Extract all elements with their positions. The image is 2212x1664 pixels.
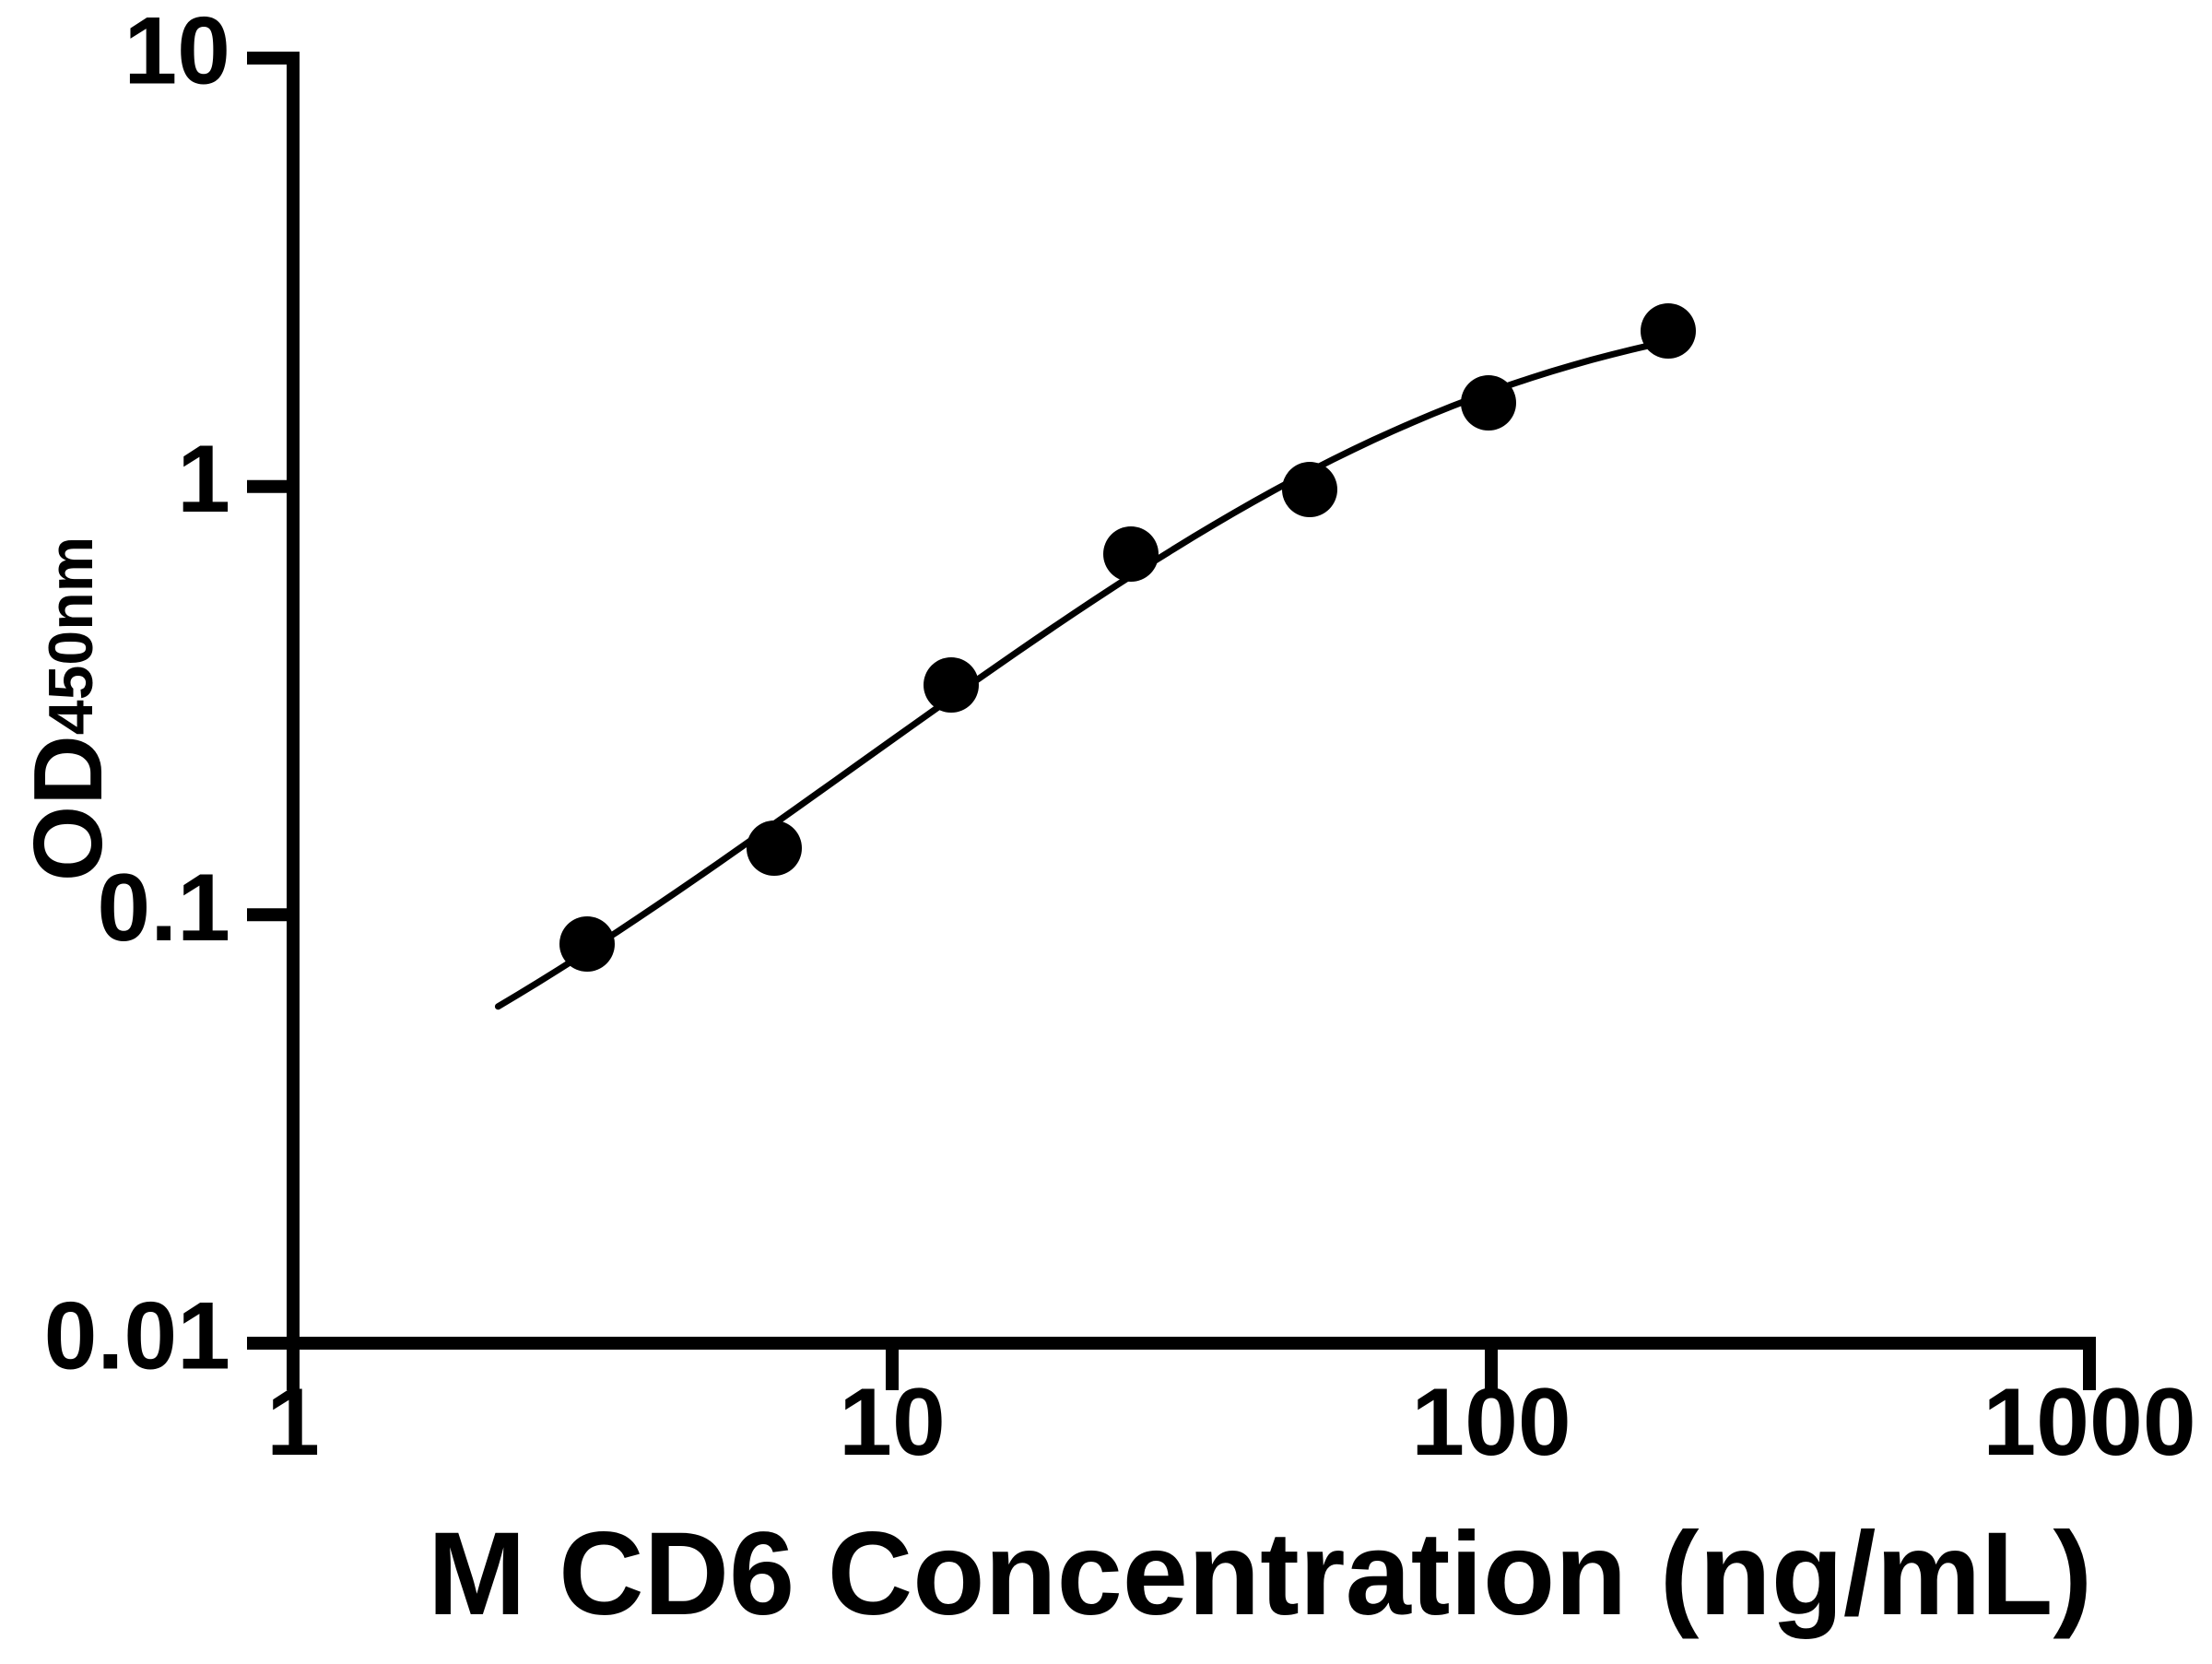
svg-text:1: 1: [177, 426, 230, 533]
svg-text:10: 10: [124, 0, 230, 104]
svg-text:0.01: 0.01: [44, 1282, 230, 1389]
svg-text:M CD6 Concentration (ng/mL): M CD6 Concentration (ng/mL): [428, 1508, 2092, 1640]
